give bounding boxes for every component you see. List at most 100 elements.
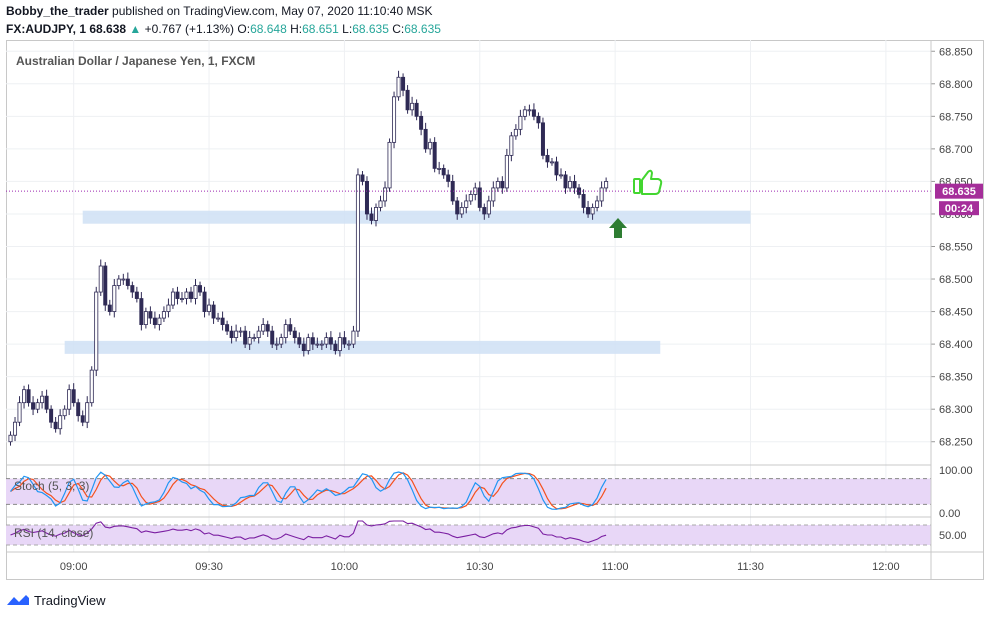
stoch-label: Stoch (5, 3, 3) xyxy=(14,479,89,493)
candle-body xyxy=(504,154,509,189)
chart-canvas[interactable]: 68.85068.80068.75068.70068.65068.60068.5… xyxy=(6,40,984,580)
candle-body xyxy=(392,96,397,143)
price-tick-label: 68.250 xyxy=(939,437,973,449)
rsi-tick-label: 50.00 xyxy=(939,530,967,542)
stoch-tick-label: 100.00 xyxy=(939,465,973,477)
publish-info: Bobby_the_trader published on TradingVie… xyxy=(6,4,432,18)
candle-body xyxy=(26,389,31,404)
candle-body xyxy=(355,174,360,332)
price-tick-label: 68.350 xyxy=(939,372,973,384)
candle-body xyxy=(161,311,166,319)
price-tick-label: 68.800 xyxy=(939,79,973,91)
candle-body xyxy=(396,76,401,98)
time-tick-label: 09:00 xyxy=(60,561,88,573)
candle-body xyxy=(568,181,573,189)
candle-body xyxy=(252,337,257,340)
candle-body xyxy=(216,317,221,320)
rsi-label: RSI (14, close) xyxy=(14,526,93,540)
ohlc-high: 68.651 xyxy=(302,22,339,36)
candle-body xyxy=(220,317,225,325)
timer-badge-text: 00:24 xyxy=(945,203,974,215)
candle-body xyxy=(441,167,446,176)
candle-body xyxy=(351,330,356,345)
candle-body xyxy=(495,181,500,189)
candle-body xyxy=(301,343,306,352)
candle-body xyxy=(531,109,536,117)
candle-body xyxy=(319,343,324,346)
time-tick-label: 12:00 xyxy=(872,561,900,573)
price-tick-label: 68.300 xyxy=(939,404,973,416)
candle-body xyxy=(198,285,203,293)
candle-body xyxy=(572,181,577,189)
candle-body xyxy=(71,389,76,404)
candle-body xyxy=(482,207,487,215)
candle-body xyxy=(112,285,117,312)
candle-body xyxy=(166,304,171,312)
candle-body xyxy=(143,311,148,325)
candle-body xyxy=(130,285,135,293)
candle-body xyxy=(405,89,410,111)
candle-body xyxy=(80,415,85,423)
candle-body xyxy=(373,207,378,221)
candle-body xyxy=(139,298,144,325)
price-tick-label: 68.550 xyxy=(939,241,973,253)
price-axis: 68.85068.80068.75068.70068.65068.60068.5… xyxy=(931,46,973,449)
candle-body xyxy=(202,291,207,312)
candle-body xyxy=(383,187,388,202)
candle-body xyxy=(595,200,600,208)
candle-body xyxy=(509,135,514,156)
candle-body xyxy=(288,324,293,332)
candle-body xyxy=(76,402,81,417)
tradingview-logo-icon[interactable] xyxy=(6,592,30,608)
candle-body xyxy=(107,304,112,312)
ohlc-close-label: C: xyxy=(392,22,405,36)
price-badge-text: 68.635 xyxy=(942,186,976,198)
candle-body xyxy=(360,174,365,182)
candle-body xyxy=(238,330,243,333)
support-zones xyxy=(64,210,751,354)
support-zone xyxy=(82,210,751,224)
candle-body xyxy=(527,109,532,112)
time-tick-label: 10:30 xyxy=(466,561,494,573)
time-tick-label: 09:30 xyxy=(195,561,223,573)
candle-body xyxy=(62,408,67,417)
candle-body xyxy=(184,291,189,299)
price-tick-label: 68.850 xyxy=(939,46,973,58)
symbol-label: FX:AUDJPY, 1 xyxy=(6,22,87,36)
candle-body xyxy=(270,330,275,345)
candle-body xyxy=(44,395,49,410)
time-axis: 09:00 09:30 10:00 10:30 11:00 11:30 12:00 xyxy=(60,561,900,573)
candle-body xyxy=(333,343,338,352)
candle-body xyxy=(193,285,198,299)
footer-brand[interactable]: TradingView xyxy=(34,592,106,608)
author-name[interactable]: Bobby_the_trader xyxy=(6,4,109,18)
candle-body xyxy=(410,102,415,111)
rsi-line xyxy=(10,520,607,543)
candle-body xyxy=(545,154,550,163)
candle-body xyxy=(125,278,130,286)
symbol-info: FX:AUDJPY, 1 68.638 ▲ +0.767 (+1.13%) O:… xyxy=(6,22,441,36)
price-tick-label: 68.750 xyxy=(939,111,973,123)
support-zone xyxy=(64,340,661,354)
candle-body xyxy=(67,389,72,410)
candle-body xyxy=(324,337,329,345)
candle-body xyxy=(292,330,297,339)
candle-body xyxy=(346,343,351,346)
candle-body xyxy=(604,181,609,189)
time-tick-label: 11:00 xyxy=(602,561,629,573)
ohlc-high-label: H: xyxy=(290,22,303,36)
candle-body xyxy=(225,324,230,332)
candle-body xyxy=(369,213,374,221)
candle-body xyxy=(134,291,139,299)
candle-body xyxy=(58,415,63,430)
candle-body xyxy=(423,128,428,150)
stoch-k-line xyxy=(10,471,607,510)
candle-body xyxy=(446,174,451,182)
candle-body xyxy=(401,76,406,91)
ohlc-open: 68.648 xyxy=(250,22,287,36)
candle-body xyxy=(116,278,121,286)
stoch-pane: 100.00 0.00 xyxy=(6,465,973,520)
candle-body xyxy=(40,395,45,404)
candle-body xyxy=(518,115,523,130)
candle-body xyxy=(464,200,469,208)
